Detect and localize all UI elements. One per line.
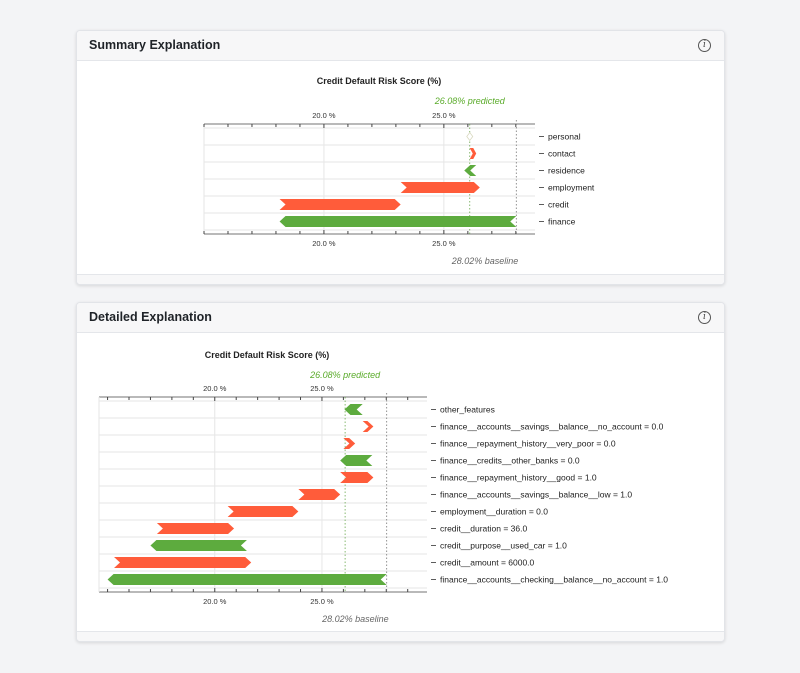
bottom-tick-label: 25.0 % bbox=[432, 239, 456, 248]
category-label: credit__amount = 6000.0 bbox=[440, 558, 535, 568]
category-label: finance__accounts__savings__balance__no_… bbox=[440, 422, 664, 432]
contribution-bar bbox=[114, 557, 252, 568]
top-tick-label: 20.0 % bbox=[312, 111, 336, 120]
detailed-chart: Credit Default Risk Score (%) 26.08% pred… bbox=[98, 350, 668, 624]
summary-explanation-panel: Summary Explanation i Credit Default Ris… bbox=[76, 30, 725, 285]
top-tick-label: 25.0 % bbox=[432, 111, 456, 120]
summary-chart: Credit Default Risk Score (%) 26.08% pred… bbox=[203, 76, 595, 266]
contribution-bar bbox=[466, 131, 474, 142]
category-label: other_features bbox=[440, 405, 495, 415]
contribution-bar bbox=[298, 489, 341, 500]
detailed-explanation-panel: Detailed Explanation i Credit Default Ri… bbox=[76, 302, 725, 642]
category-label: finance__repayment_history__very_poor = … bbox=[440, 439, 616, 449]
chart-title: Credit Default Risk Score (%) bbox=[205, 350, 330, 360]
contribution-bar bbox=[469, 148, 477, 159]
category-label: residence bbox=[548, 166, 585, 176]
category-label: finance__repayment_history__good = 1.0 bbox=[440, 473, 597, 483]
contribution-bar bbox=[107, 574, 387, 585]
panel-footer bbox=[77, 631, 724, 641]
contribution-bar bbox=[150, 540, 247, 551]
category-label: credit bbox=[548, 200, 569, 210]
info-icon[interactable]: i bbox=[698, 311, 711, 324]
top-tick-label: 20.0 % bbox=[203, 384, 227, 393]
contribution-bar bbox=[343, 438, 356, 449]
top-tick-label: 25.0 % bbox=[310, 384, 334, 393]
predicted-label: 26.08% predicted bbox=[434, 96, 506, 106]
contribution-bar bbox=[279, 216, 517, 227]
contribution-bar bbox=[340, 472, 374, 483]
contribution-bar bbox=[464, 165, 477, 176]
panel-header: Detailed Explanation i bbox=[77, 303, 724, 333]
category-label: finance__credits__other_banks = 0.0 bbox=[440, 456, 580, 466]
contribution-bar bbox=[400, 182, 480, 193]
category-label: contact bbox=[548, 149, 576, 159]
category-label: finance__accounts__savings__balance__low… bbox=[440, 490, 632, 500]
contribution-bar bbox=[156, 523, 235, 534]
category-label: finance__accounts__checking__balance__no… bbox=[440, 575, 668, 585]
info-icon[interactable]: i bbox=[698, 39, 711, 52]
category-label: personal bbox=[548, 132, 581, 142]
contribution-bar bbox=[362, 421, 374, 432]
category-label: finance bbox=[548, 217, 576, 227]
contribution-bar bbox=[279, 199, 401, 210]
category-label: employment__duration = 0.0 bbox=[440, 507, 548, 517]
panel-title: Summary Explanation bbox=[89, 38, 221, 52]
panel-header: Summary Explanation i bbox=[77, 31, 724, 61]
baseline-label: 28.02% baseline bbox=[321, 614, 389, 624]
predicted-label: 26.08% predicted bbox=[309, 370, 381, 380]
baseline-label: 28.02% baseline bbox=[451, 256, 519, 266]
bottom-tick-label: 20.0 % bbox=[312, 239, 336, 248]
category-label: employment bbox=[548, 183, 595, 193]
contribution-bar bbox=[340, 455, 373, 466]
bottom-tick-label: 20.0 % bbox=[203, 597, 227, 606]
panel-footer bbox=[77, 274, 724, 284]
chart-title: Credit Default Risk Score (%) bbox=[317, 76, 442, 86]
bottom-tick-label: 25.0 % bbox=[310, 597, 334, 606]
contribution-bar bbox=[227, 506, 299, 517]
category-label: credit__duration = 36.0 bbox=[440, 524, 527, 534]
contribution-bar bbox=[344, 404, 363, 415]
panel-title: Detailed Explanation bbox=[89, 310, 212, 324]
category-label: credit__purpose__used_car = 1.0 bbox=[440, 541, 567, 551]
